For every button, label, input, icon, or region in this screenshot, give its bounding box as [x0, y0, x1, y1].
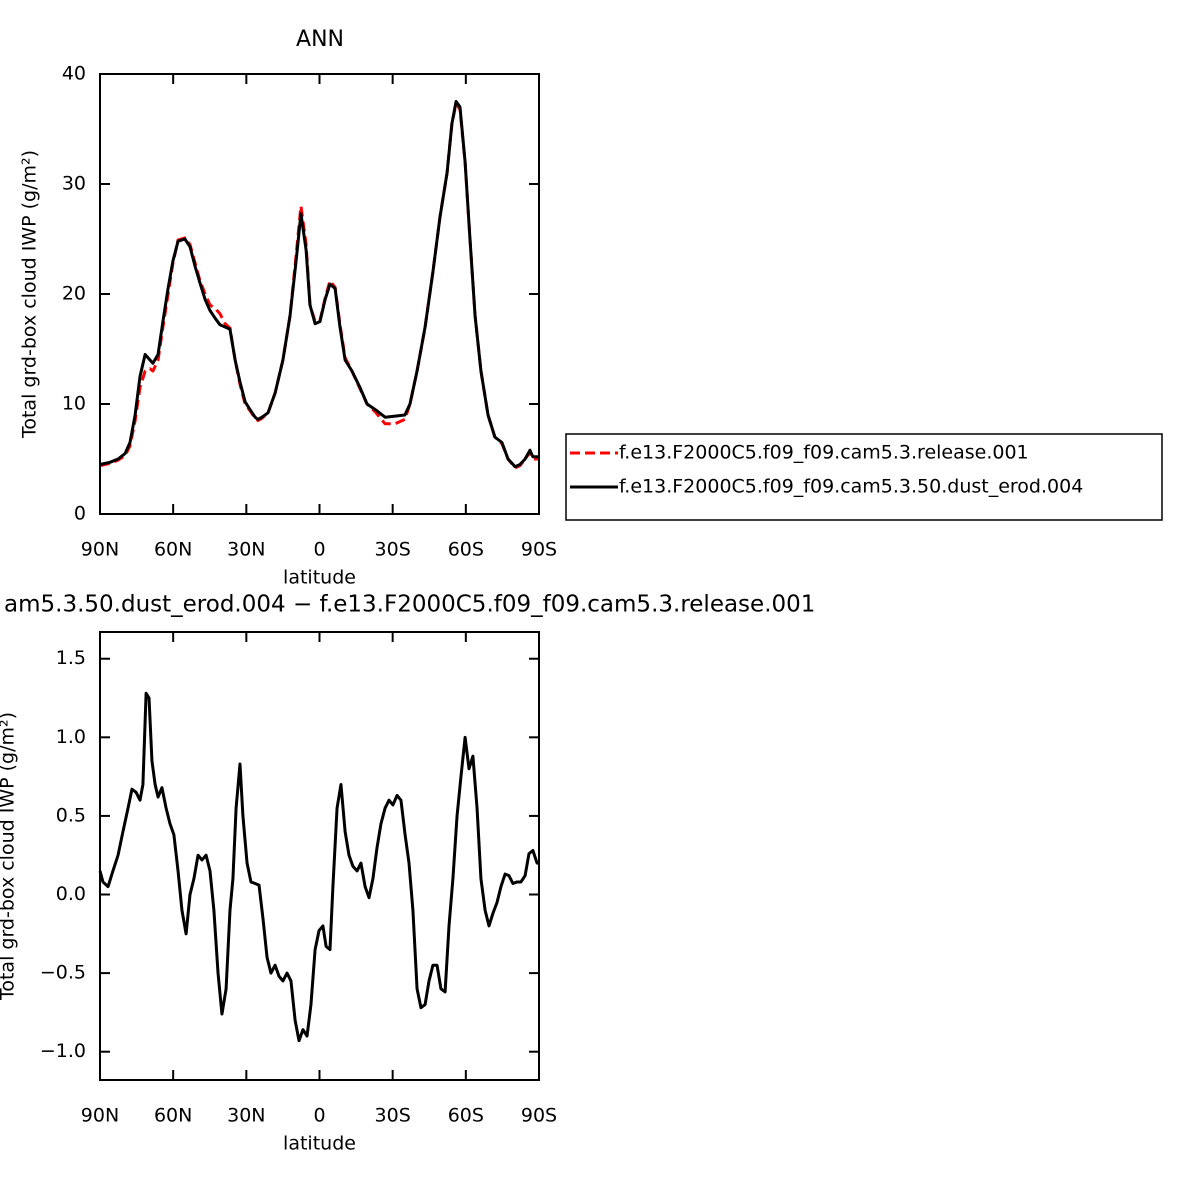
x-tick-label: 90N: [81, 539, 119, 561]
y-tick-label: 1.0: [56, 726, 86, 748]
y-tick-label: 0.5: [56, 804, 86, 826]
legend-label: f.e13.F2000C5.f09_f09.cam5.3.50.dust_ero…: [619, 476, 1083, 498]
plot-frame: [99, 631, 540, 1081]
data-line: [99, 100, 539, 469]
legend-box: [565, 433, 1163, 521]
x-tick-label: 60N: [154, 1105, 192, 1127]
legend-label: f.e13.F2000C5.f09_f09.cam5.3.release.001: [619, 442, 1029, 464]
x-tick-label: 30N: [227, 1105, 265, 1127]
chart-title: am5.3.50.dust_erod.004 − f.e13.F2000C5.f…: [4, 592, 815, 618]
x-tick-label: 60S: [448, 539, 484, 561]
y-tick-label: 1.5: [56, 647, 86, 669]
y-tick-label: 40: [62, 63, 86, 85]
chart-title: ANN: [296, 27, 344, 52]
x-tick-label: 60S: [448, 1105, 484, 1127]
y-tick-label: 20: [62, 283, 86, 305]
y-tick-label: 10: [62, 393, 86, 415]
y-tick-label: 30: [62, 173, 86, 195]
x-tick-label: 30S: [375, 1105, 411, 1127]
x-axis-label: latitude: [283, 567, 356, 589]
x-tick-label: 30S: [375, 539, 411, 561]
x-tick-label: 30N: [227, 539, 265, 561]
x-tick-label: 60N: [154, 539, 192, 561]
y-tick-label: −1.0: [40, 1040, 86, 1062]
x-tick-label: 90S: [521, 1105, 557, 1127]
y-axis-label: Total grd-box cloud IWP (g/m²): [0, 712, 19, 1001]
x-axis-label: latitude: [283, 1133, 356, 1155]
x-tick-label: 90N: [81, 1105, 119, 1127]
y-tick-label: 0.0: [56, 883, 86, 905]
y-axis-label: Total grd-box cloud IWP (g/m²): [19, 150, 41, 439]
y-tick-label: −0.5: [40, 962, 86, 984]
y-tick-label: 0: [74, 503, 86, 525]
data-line: [98, 691, 539, 1043]
plot-frame: [99, 73, 540, 515]
x-tick-label: 90S: [521, 539, 557, 561]
x-tick-label: 0: [313, 539, 325, 561]
x-tick-label: 0: [313, 1105, 325, 1127]
